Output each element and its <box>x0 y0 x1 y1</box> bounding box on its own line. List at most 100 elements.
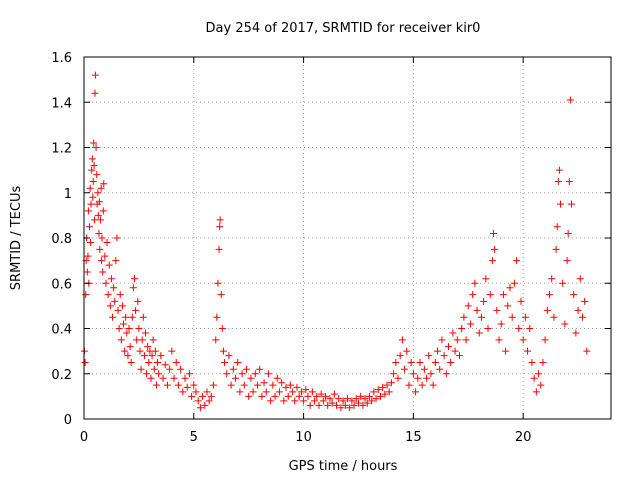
data-point <box>90 162 98 170</box>
data-point <box>555 166 563 174</box>
data-point <box>383 381 391 389</box>
data-point <box>497 320 505 328</box>
data-point <box>139 313 147 321</box>
data-point <box>89 193 97 201</box>
data-point <box>210 381 218 389</box>
data-point <box>194 397 202 405</box>
data-point <box>84 207 92 215</box>
data-point <box>92 144 100 151</box>
data-point <box>561 320 569 328</box>
data-point <box>88 155 96 163</box>
data-point <box>107 275 115 283</box>
data-point <box>106 302 114 310</box>
data-point <box>466 320 474 328</box>
data-point <box>113 234 121 242</box>
data-point <box>350 401 358 409</box>
data-point <box>105 261 113 269</box>
data-point <box>328 399 336 407</box>
data-point <box>490 229 498 237</box>
data-point <box>469 291 477 299</box>
data-point <box>205 397 213 405</box>
data-point <box>91 71 99 79</box>
data-point <box>251 370 259 378</box>
data-point <box>203 388 211 396</box>
data-point <box>90 139 98 147</box>
data-point <box>112 257 120 265</box>
data-point <box>324 401 332 409</box>
data-point <box>147 374 155 382</box>
data-point <box>151 347 159 355</box>
data-point <box>154 358 162 366</box>
data-point <box>262 388 270 396</box>
data-point <box>510 279 518 287</box>
x-tick-label: 10 <box>295 430 312 445</box>
data-point <box>81 358 89 366</box>
data-point <box>99 268 107 276</box>
data-point <box>414 374 422 382</box>
data-point <box>418 381 426 389</box>
data-point <box>429 381 437 389</box>
data-point <box>396 352 404 360</box>
data-point <box>471 279 479 287</box>
data-point <box>213 313 221 321</box>
data-point <box>578 313 586 321</box>
data-point <box>117 336 125 344</box>
data-point <box>313 392 321 400</box>
data-point <box>86 184 94 192</box>
data-point <box>436 365 444 373</box>
data-point <box>128 313 136 321</box>
data-point <box>264 370 272 378</box>
data-point <box>166 365 174 373</box>
data-point <box>155 370 163 378</box>
data-point <box>403 347 411 355</box>
x-tick-label: 0 <box>80 430 88 445</box>
data-point <box>221 358 229 366</box>
data-point <box>477 313 485 321</box>
data-point <box>181 374 189 382</box>
data-point <box>486 291 494 299</box>
data-point <box>97 184 105 192</box>
data-point <box>98 257 106 265</box>
data-point <box>449 329 457 337</box>
data-point <box>157 352 165 360</box>
data-point <box>232 374 240 382</box>
data-point <box>344 395 351 403</box>
data-point <box>118 302 126 310</box>
data-point <box>473 306 481 314</box>
y-tick-label: 0.6 <box>51 277 72 292</box>
data-point <box>238 370 246 378</box>
data-point <box>240 381 248 389</box>
data-point <box>401 365 409 373</box>
data-point <box>581 297 589 305</box>
chart-title: Day 254 of 2017, SRMTID for receiver kir… <box>206 21 481 36</box>
x-axis-label: GPS time / hours <box>289 459 398 474</box>
data-point <box>455 352 463 360</box>
data-point <box>553 223 561 231</box>
data-point <box>102 279 110 287</box>
data-point <box>339 397 347 405</box>
data-point <box>199 392 207 400</box>
data-point <box>122 313 130 321</box>
data-point <box>95 198 103 206</box>
data-point <box>442 370 450 378</box>
data-point <box>535 370 543 378</box>
data-point <box>136 347 144 355</box>
x-tick-label: 15 <box>405 430 422 445</box>
data-point <box>387 379 395 387</box>
data-point <box>207 392 215 400</box>
data-point <box>385 388 393 396</box>
data-point <box>275 388 283 396</box>
grid <box>84 57 611 419</box>
data-point <box>431 358 439 366</box>
data-point <box>297 388 305 396</box>
data-point <box>515 325 523 332</box>
data-point <box>177 365 185 373</box>
y-tick-label: 0.4 <box>51 323 72 338</box>
data-point <box>109 313 117 321</box>
data-point <box>284 392 292 400</box>
data-point <box>144 343 152 351</box>
data-point <box>289 388 297 396</box>
y-tick-label: 1.6 <box>51 51 72 66</box>
data-point <box>295 392 303 400</box>
